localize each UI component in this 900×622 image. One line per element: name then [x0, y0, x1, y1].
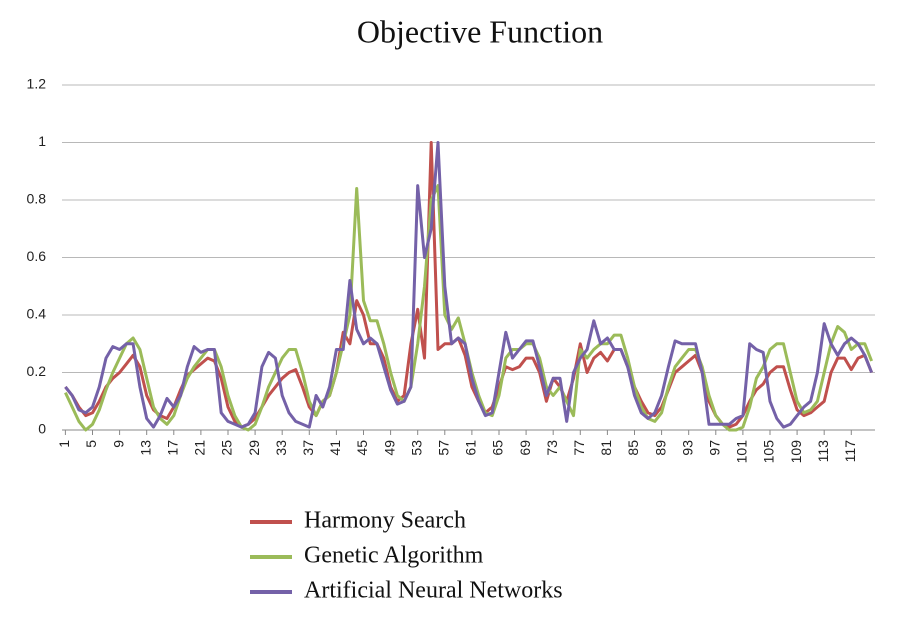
x-tick-label: 113 [815, 440, 831, 463]
x-tick-label: 21 [192, 440, 208, 456]
y-tick-label: 0 [38, 421, 46, 437]
legend-label: Artificial Neural Networks [304, 578, 563, 604]
x-tick-label: 57 [435, 440, 451, 456]
x-tick-label: 85 [625, 440, 641, 456]
x-tick-label: 69 [517, 440, 533, 456]
y-tick-label: 1 [38, 133, 46, 149]
x-tick-label: 1 [56, 440, 72, 448]
x-tick-label: 65 [490, 440, 506, 456]
series-line [64, 141, 873, 429]
y-tick-label: 0.4 [27, 306, 47, 322]
x-tick-label: 9 [110, 440, 126, 448]
x-tick-label: 45 [354, 440, 370, 456]
x-tick-label: 93 [679, 440, 695, 456]
x-tick-label: 97 [706, 440, 722, 456]
y-tick-label: 0.6 [27, 248, 47, 264]
x-tick-label: 77 [571, 440, 587, 456]
x-tick-label: 13 [137, 440, 153, 456]
x-tick-label: 41 [327, 440, 343, 456]
legend-label: Genetic Algorithm [304, 543, 484, 569]
x-tick-label: 49 [381, 440, 397, 456]
x-tick-label: 25 [219, 440, 235, 456]
x-tick-label: 33 [273, 440, 289, 456]
x-tick-label: 73 [544, 440, 560, 456]
x-tick-label: 17 [164, 440, 180, 456]
series-line [64, 141, 873, 429]
y-tick-label: 1.2 [27, 76, 47, 92]
x-tick-label: 89 [652, 440, 668, 456]
chart-title: Objective Function [357, 13, 603, 49]
x-tick-label: 37 [300, 440, 316, 456]
y-tick-label: 0.8 [27, 191, 47, 207]
x-tick-label: 53 [408, 440, 424, 456]
x-tick-label: 81 [598, 440, 614, 456]
legend-label: Harmony Search [304, 508, 466, 534]
x-tick-label: 101 [734, 440, 750, 464]
x-tick-label: 5 [83, 440, 99, 448]
x-tick-label: 61 [463, 440, 479, 456]
x-tick-label: 117 [842, 440, 858, 463]
y-tick-label: 0.2 [27, 363, 47, 379]
series-line [64, 184, 873, 432]
x-tick-label: 109 [788, 440, 804, 464]
x-tick-label: 105 [761, 440, 777, 464]
x-tick-label: 29 [246, 440, 262, 456]
